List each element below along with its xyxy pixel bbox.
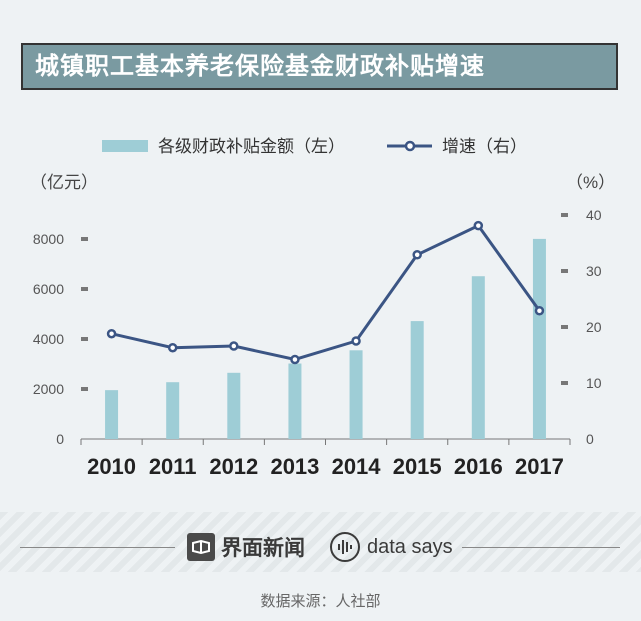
legend: 各级财政补贴金额（左） 增速（右）	[102, 137, 527, 156]
footer-divider-left	[20, 547, 175, 548]
x-tick-label: 2014	[332, 454, 382, 479]
left-tick-mark	[81, 387, 88, 391]
right-tick-label: 10	[586, 375, 602, 391]
right-tick-mark	[561, 269, 568, 273]
left-tick-label: 6000	[33, 281, 64, 297]
growth-point-2012	[229, 341, 239, 351]
right-tick-mark	[561, 325, 568, 329]
bar-2010	[105, 390, 119, 439]
right-tick-mark	[561, 213, 568, 217]
growth-point-2015	[412, 250, 422, 260]
growth-point-2013	[290, 354, 300, 365]
chart-title: 城镇职工基本养老保险基金财政补贴增速	[21, 43, 618, 90]
bar-2014	[349, 350, 363, 439]
growth-point-2016	[473, 220, 484, 231]
x-tick-label: 2013	[270, 454, 319, 479]
x-tick-label: 2015	[393, 454, 442, 479]
growth-point-2010	[106, 328, 117, 339]
right-tick-mark	[561, 381, 568, 385]
growth-line	[111, 223, 541, 362]
jiemian-logo-icon	[187, 533, 215, 561]
footer-stripe	[0, 512, 641, 572]
right-tick-label: 0	[586, 431, 594, 447]
bar-2016	[471, 276, 485, 439]
legend-bar-label: 各级财政补贴金额（左）	[158, 137, 345, 156]
brand-name: 界面新闻	[221, 537, 305, 560]
growth-point-2014	[351, 336, 361, 346]
left-axis-unit: （亿元）	[30, 173, 98, 192]
bar-2012	[227, 372, 241, 439]
right-axis-unit: （%）	[566, 173, 615, 192]
x-tick-label: 2016	[454, 454, 503, 479]
legend-line-label: 增速（右）	[442, 137, 527, 156]
chart-area: 各级财政补贴金额（左） 增速（右） （亿元） （%） 2010 2011 2012 2…	[30, 137, 615, 479]
right-tick-label: 30	[586, 263, 602, 279]
data-source: 数据来源：人社部	[260, 593, 381, 610]
left-tick-label: 8000	[33, 231, 64, 247]
x-tick-label: 2012	[209, 454, 258, 479]
x-tick-label: 2017	[515, 454, 564, 479]
left-tick-mark	[81, 287, 88, 291]
growth-point-2011	[167, 342, 178, 353]
brand-logo: 界面新闻	[187, 532, 305, 562]
left-tick-label: 0	[56, 431, 64, 447]
waveform-icon	[330, 532, 360, 562]
x-tick-label: 2011	[149, 454, 197, 479]
legend-line-marker	[404, 140, 416, 152]
footer-divider-right	[462, 547, 620, 548]
data-says-label: data says	[367, 535, 453, 558]
left-tick-mark	[81, 237, 88, 241]
x-tick-label: 2010	[87, 454, 136, 479]
right-tick-label: 20	[586, 319, 602, 335]
bar-2011	[166, 382, 180, 439]
legend-bar-swatch	[102, 140, 148, 152]
left-tick-mark	[81, 337, 88, 341]
growth-point-2017	[534, 306, 545, 316]
bar-2017	[532, 238, 546, 439]
left-tick-label: 4000	[33, 331, 64, 347]
bar-2015	[410, 321, 424, 439]
bar-2013	[288, 363, 302, 439]
data-says-logo: data says	[330, 531, 453, 563]
right-tick-label: 40	[586, 207, 602, 223]
left-tick-label: 2000	[33, 381, 64, 397]
